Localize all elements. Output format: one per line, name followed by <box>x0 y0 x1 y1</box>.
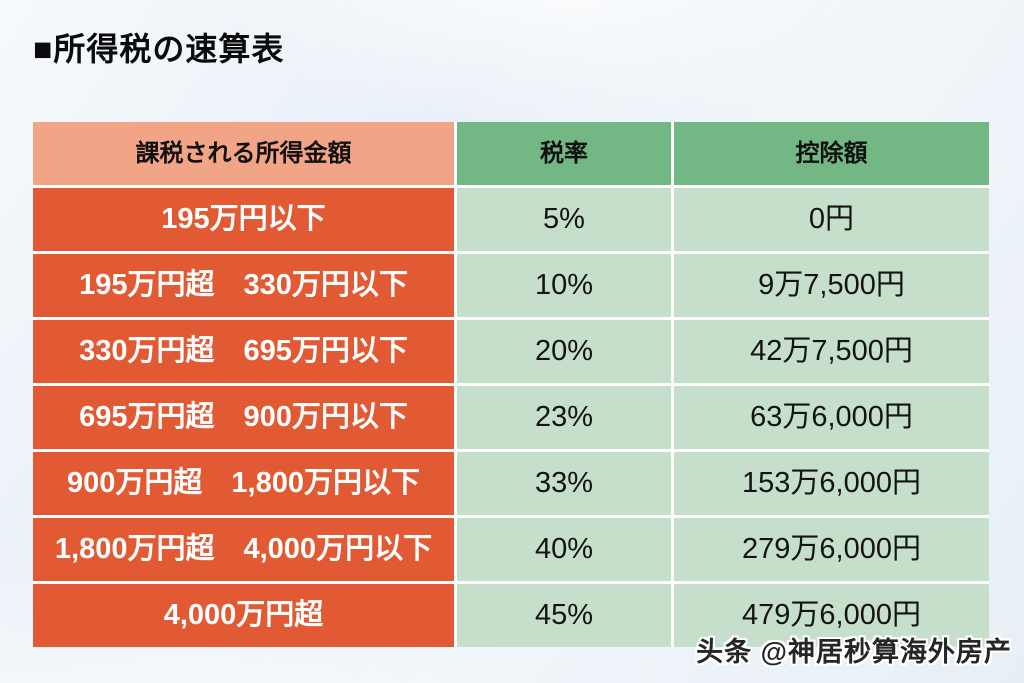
header-taxable-income: 課税される所得金額 <box>33 122 454 185</box>
deduction-cell: 153万6,000円 <box>674 452 989 515</box>
tax-rate-cell: 40% <box>457 518 671 581</box>
tax-rate-cell: 10% <box>457 254 671 317</box>
tax-rate-cell: 23% <box>457 386 671 449</box>
header-deduction: 控除額 <box>674 122 989 185</box>
income-tax-table: 課税される所得金額 税率 控除額 195万円以下 5% 0円 195万円超 33… <box>33 122 989 647</box>
income-range-cell: 195万円超 330万円以下 <box>33 254 454 317</box>
income-range-cell: 1,800万円超 4,000万円以下 <box>33 518 454 581</box>
income-range-cell: 4,000万円超 <box>33 584 454 647</box>
tax-rate-cell: 20% <box>457 320 671 383</box>
deduction-cell: 0円 <box>674 188 989 251</box>
page-title: ■所得税の速算表 <box>33 31 285 67</box>
header-tax-rate: 税率 <box>457 122 671 185</box>
deduction-cell: 63万6,000円 <box>674 386 989 449</box>
income-range-cell: 330万円超 695万円以下 <box>33 320 454 383</box>
deduction-cell: 42万7,500円 <box>674 320 989 383</box>
deduction-cell: 9万7,500円 <box>674 254 989 317</box>
watermark: 头条 @神居秒算海外房产 <box>696 637 1012 667</box>
deduction-cell: 279万6,000円 <box>674 518 989 581</box>
tax-rate-cell: 45% <box>457 584 671 647</box>
tax-rate-cell: 5% <box>457 188 671 251</box>
income-range-cell: 195万円以下 <box>33 188 454 251</box>
tax-rate-cell: 33% <box>457 452 671 515</box>
income-range-cell: 900万円超 1,800万円以下 <box>33 452 454 515</box>
deduction-cell: 479万6,000円 <box>674 584 989 647</box>
income-range-cell: 695万円超 900万円以下 <box>33 386 454 449</box>
